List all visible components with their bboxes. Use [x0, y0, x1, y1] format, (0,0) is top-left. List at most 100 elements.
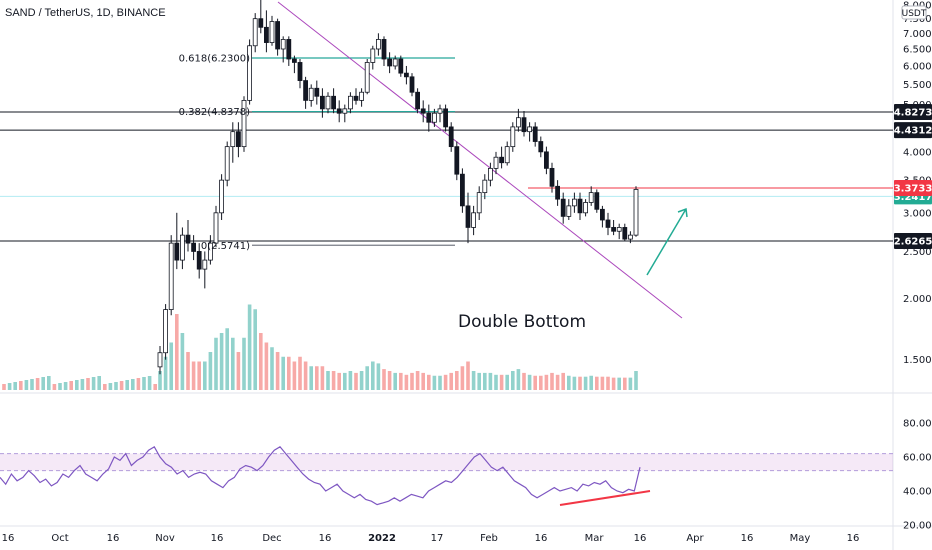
volume-bar: [533, 375, 537, 390]
fib-label: 0(2.5741): [201, 241, 250, 252]
volume-bar: [589, 375, 593, 390]
rsi-divergence-line: [559, 490, 651, 506]
candle-body: [331, 95, 337, 110]
candle-body: [476, 192, 482, 214]
candle-body: [415, 91, 421, 110]
candle-body: [532, 126, 538, 142]
time-tick-label: Mar: [585, 533, 605, 544]
volume-bar: [169, 342, 173, 390]
volume-bar: [343, 372, 347, 390]
candle-body: [359, 91, 365, 101]
volume-bar: [466, 361, 470, 390]
candle-body: [347, 95, 353, 110]
volume-bar: [191, 361, 196, 390]
price-tick-label: 5.5000: [903, 80, 932, 91]
volume-bar: [58, 383, 62, 390]
candle-body: [263, 26, 269, 43]
candle-body: [560, 198, 566, 217]
volume-bar: [214, 337, 218, 390]
candle-body: [437, 108, 443, 114]
candle-body: [319, 95, 325, 110]
volume-bar: [298, 356, 302, 390]
volume-bar: [63, 382, 68, 390]
time-tick-label: Apr: [686, 533, 704, 544]
volume-bar: [516, 369, 521, 390]
volume-bar: [488, 372, 493, 390]
candle-body: [426, 112, 432, 123]
candle-body: [202, 259, 208, 270]
candle-body: [297, 62, 303, 81]
candle-body: [191, 242, 197, 252]
volume-bar: [427, 374, 431, 390]
volume-bar: [455, 371, 459, 390]
volume-bar: [371, 361, 375, 390]
fib-label: 0.618(6.2300): [179, 53, 251, 64]
candle-body: [353, 95, 359, 101]
level-badge-text: 2.6265: [894, 236, 932, 247]
volume-bar: [114, 382, 118, 390]
volume-bar: [404, 374, 409, 390]
volume-bar: [175, 314, 179, 390]
volume-bar: [572, 376, 577, 390]
candle-body: [471, 212, 477, 228]
price-tick-label: 2.5000: [903, 247, 932, 258]
candle-body: [392, 58, 398, 67]
volume-bar: [600, 376, 605, 390]
candle-body: [213, 212, 219, 244]
projection-arrowhead: [677, 207, 688, 218]
time-tick-label: 16: [535, 533, 548, 544]
time-tick-label: 16: [847, 533, 860, 544]
candle-body: [375, 39, 381, 50]
projection-arrow: [646, 208, 687, 276]
candle-body: [224, 146, 230, 181]
candle-body: [303, 80, 309, 101]
volume-bar: [30, 379, 34, 390]
volume-bar: [544, 374, 549, 390]
candle-body: [482, 179, 488, 194]
volume-bar: [86, 378, 90, 390]
volume-bar: [421, 372, 425, 390]
volume-bar: [203, 361, 207, 390]
candle-body: [465, 205, 471, 228]
volume-bar: [449, 372, 453, 390]
volume-bar: [477, 372, 481, 390]
rsi-panel: [0, 445, 893, 506]
time-tick-label: May: [790, 533, 811, 544]
candle-body: [291, 58, 297, 63]
volume-bar: [158, 371, 162, 390]
price-tick-label: 4.0000: [903, 147, 932, 158]
volume-bar: [97, 376, 101, 390]
rsi-band: [0, 453, 893, 471]
level-badge: [894, 232, 932, 249]
rsi-line: [0, 445, 641, 506]
volume-bar: [359, 371, 364, 390]
volume-bar: [108, 383, 113, 390]
volume-bar: [41, 377, 45, 390]
volume-bar: [231, 337, 235, 390]
candle-body: [516, 117, 521, 128]
candle-body: [398, 58, 404, 74]
volume-bar: [125, 380, 129, 390]
candle-body: [196, 251, 202, 270]
volume-bar: [119, 381, 124, 390]
volume-bar: [24, 380, 29, 390]
volume-bar: [136, 378, 141, 390]
time-tick-label: Nov: [155, 533, 175, 544]
volume-bar: [511, 371, 515, 390]
volume-bar: [2, 384, 6, 390]
candle-body: [381, 39, 387, 60]
time-tick-label: 16: [2, 533, 15, 544]
volume-bar: [555, 374, 560, 390]
time-tick-label: Dec: [262, 533, 281, 544]
candle-body: [555, 185, 560, 200]
candle-body: [566, 205, 572, 217]
volume-bar: [315, 366, 319, 390]
candle-body: [594, 192, 600, 210]
volume-bar: [376, 363, 381, 390]
currency-label: USDT: [902, 9, 927, 19]
candle-body: [510, 126, 516, 148]
volume-bar: [275, 352, 280, 390]
level-badge-text: 4.4312: [894, 126, 932, 137]
